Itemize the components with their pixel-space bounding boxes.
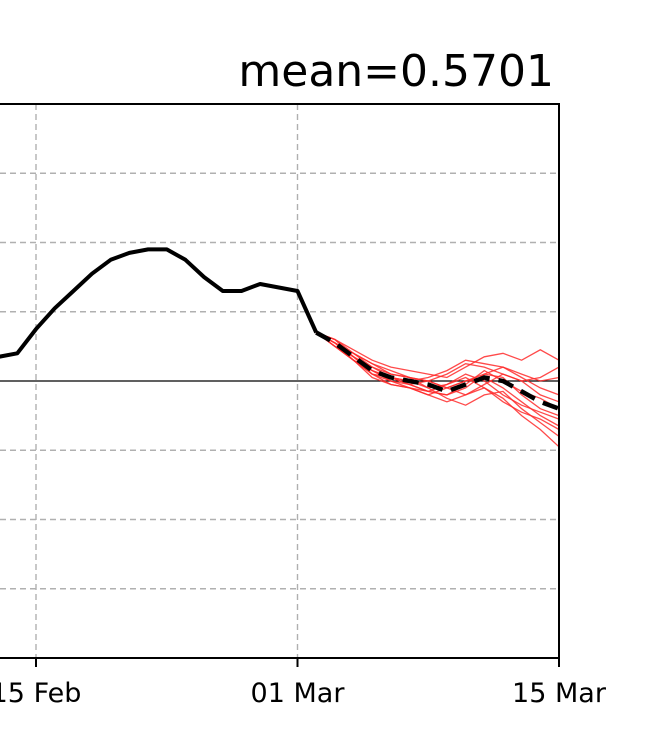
x-tick-label: 15 Feb [0, 678, 81, 709]
ensemble-mean-line [315, 330, 560, 411]
observed-series-line [0, 247, 319, 359]
grid-lines [0, 104, 559, 658]
ensemble-member-line [315, 331, 560, 379]
plot-frame [0, 103, 560, 659]
ensemble-member-line [315, 331, 560, 410]
chart-title: mean=0.5701 [238, 46, 554, 97]
x-tick-label: 15 Mar [512, 678, 607, 709]
x-axis-ticks: 15 Feb 01 Mar 15 Mar [0, 658, 607, 709]
x-tick-label: 01 Mar [251, 678, 346, 709]
ensemble-member-line [315, 331, 560, 396]
